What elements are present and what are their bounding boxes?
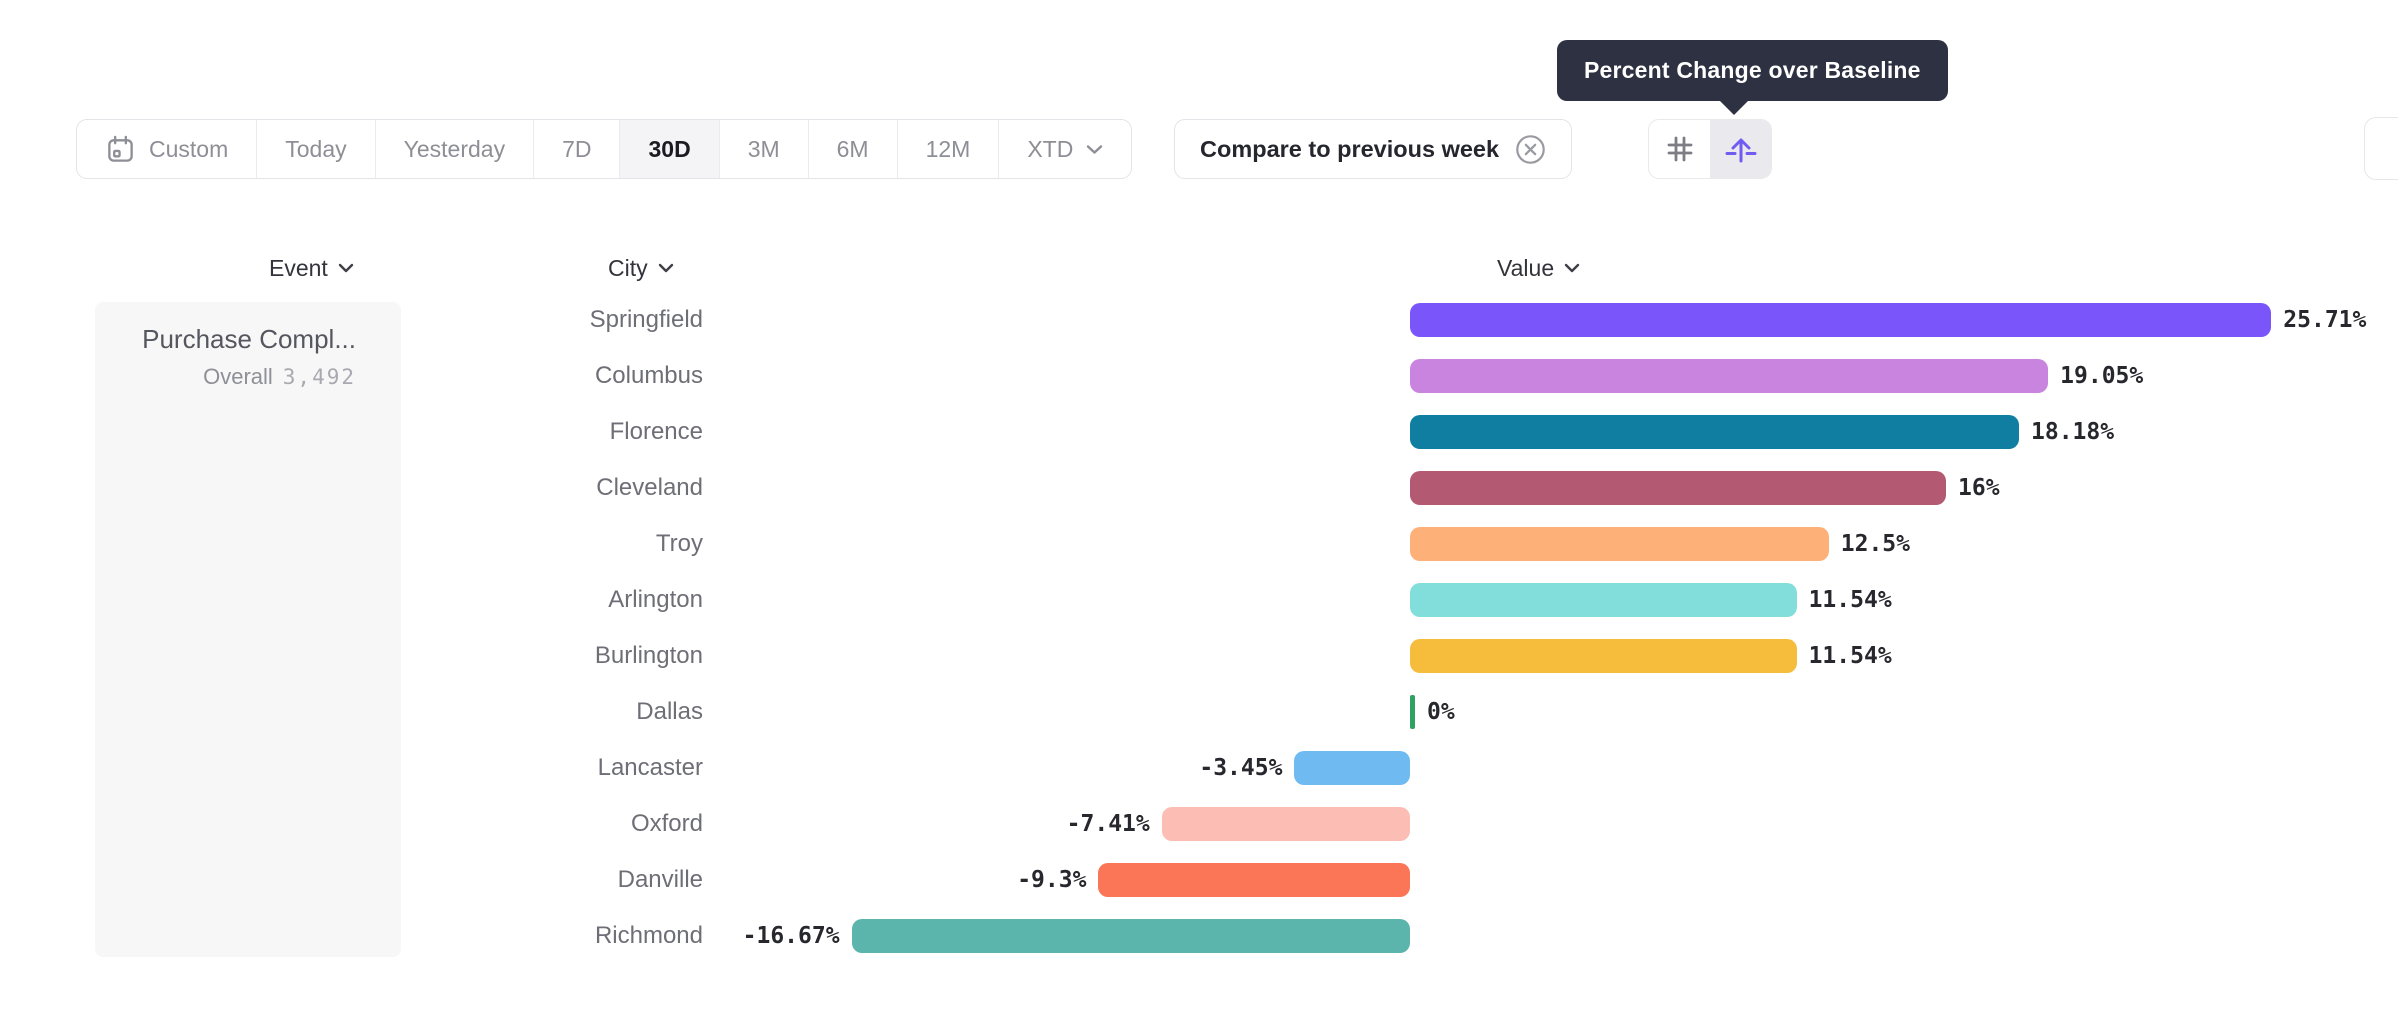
date-range-yesterday[interactable]: Yesterday: [376, 120, 535, 178]
value-bar[interactable]: [1410, 359, 2049, 393]
city-label: Danville: [617, 866, 703, 893]
date-range-label: Yesterday: [403, 135, 506, 162]
chart-row: Florence 18.18%: [0, 404, 2398, 460]
bar-chart: Springfield 25.71% Columbus 19.05% Flore…: [0, 292, 2398, 964]
column-header-label: City: [608, 254, 648, 281]
chart-row: Arlington 11.54%: [0, 572, 2398, 628]
chevron-down-icon: [338, 263, 354, 273]
date-range-6m[interactable]: 6M: [809, 120, 898, 178]
date-range-3m[interactable]: 3M: [720, 120, 809, 178]
grid-view-button[interactable]: [1649, 120, 1710, 178]
tooltip: Percent Change over Baseline: [1557, 40, 1948, 115]
date-range-label: Custom: [149, 135, 229, 162]
compare-to-previous-week-button[interactable]: Compare to previous week: [1174, 119, 1573, 179]
column-header-value[interactable]: Value: [1497, 251, 1580, 285]
city-label: Springfield: [589, 306, 703, 333]
city-label: Florence: [609, 418, 703, 445]
event-name: Purchase Compl...: [142, 324, 356, 354]
cropped-right-edge-control[interactable]: [2364, 117, 2398, 180]
chart-row: Lancaster -3.45%: [0, 740, 2398, 796]
value-label: -9.3%: [1017, 867, 1087, 893]
chart-row: Richmond -16.67%: [0, 908, 2398, 964]
date-range-xtd[interactable]: XTD: [999, 120, 1131, 178]
date-range-12m[interactable]: 12M: [898, 120, 1000, 178]
calendar-icon: [105, 134, 136, 165]
chart-row: Danville -9.3%: [0, 852, 2398, 908]
city-label: Oxford: [630, 810, 703, 837]
chart-row: Springfield 25.71%: [0, 292, 2398, 348]
chevron-down-icon: [658, 263, 674, 273]
value-label: -16.67%: [742, 923, 840, 949]
city-label: Richmond: [594, 922, 703, 949]
overall-label: Overall: [203, 364, 273, 389]
chart-row: Troy 12.5%: [0, 516, 2398, 572]
value-label: 18.18%: [2031, 419, 2115, 445]
city-label: Dallas: [636, 698, 703, 725]
value-bar[interactable]: [1161, 807, 1410, 841]
value-label: 16%: [1958, 475, 2000, 501]
date-range-label: 6M: [836, 135, 869, 162]
compare-label: Compare to previous week: [1200, 135, 1500, 162]
value-label: 19.05%: [2060, 363, 2144, 389]
event-card-text: Purchase Compl... Overall 3,492: [142, 324, 356, 390]
value-bar[interactable]: [1294, 751, 1410, 785]
city-label: Lancaster: [597, 754, 703, 781]
tooltip-text: Percent Change over Baseline: [1584, 57, 1921, 83]
date-range-today[interactable]: Today: [257, 120, 376, 178]
value-label: 25.71%: [2283, 307, 2367, 333]
value-bar[interactable]: [1410, 415, 2020, 449]
tooltip-caret: [1719, 100, 1749, 115]
city-label: Burlington: [594, 642, 703, 669]
chart-row: Burlington 11.54%: [0, 628, 2398, 684]
event-card[interactable]: Purchase Compl... Overall 3,492: [95, 302, 401, 957]
column-header-label: Value: [1497, 254, 1555, 281]
percent-change-baseline-arrow-icon: [1724, 132, 1758, 166]
value-bar[interactable]: [851, 919, 1410, 953]
percent-change-baseline-button[interactable]: [1710, 120, 1771, 178]
column-header-label: Event: [269, 254, 328, 281]
chart-row: Dallas 0%: [0, 684, 2398, 740]
value-label: 0%: [1427, 699, 1455, 725]
chart-row: Columbus 19.05%: [0, 348, 2398, 404]
date-range-label: Today: [285, 135, 347, 162]
date-range-custom[interactable]: Custom: [77, 120, 258, 178]
dismiss-circle-icon[interactable]: [1515, 134, 1546, 165]
chevron-down-icon: [1564, 263, 1580, 273]
city-label: Arlington: [608, 586, 703, 613]
event-overall: Overall 3,492: [142, 364, 356, 390]
city-label: Troy: [655, 530, 703, 557]
value-label: 11.54%: [1808, 587, 1892, 613]
date-range-7d[interactable]: 7D: [534, 120, 621, 178]
value-bar[interactable]: [1410, 527, 1829, 561]
date-range-label: 7D: [562, 135, 592, 162]
value-label: -7.41%: [1066, 811, 1150, 837]
value-bar[interactable]: [1410, 695, 1415, 729]
value-bar[interactable]: [1410, 583, 1797, 617]
grid-hash-icon: [1665, 134, 1695, 164]
chevron-down-icon: [1086, 144, 1103, 155]
city-label: Cleveland: [596, 474, 703, 501]
value-label: 12.5%: [1840, 531, 1910, 557]
value-bar[interactable]: [1410, 639, 1797, 673]
value-label: 11.54%: [1808, 643, 1892, 669]
date-range-label: 12M: [925, 135, 971, 162]
date-range-control: Custom Today Yesterday 7D 30D 3M 6M 12M …: [76, 119, 1133, 179]
date-range-label: 30D: [648, 135, 691, 162]
chart-row: Cleveland 16%: [0, 460, 2398, 516]
date-range-30d[interactable]: 30D: [620, 120, 720, 178]
column-header-event[interactable]: Event: [269, 251, 354, 285]
value-bar[interactable]: [1410, 303, 2272, 337]
value-bar[interactable]: [1410, 471, 1946, 505]
value-label: -3.45%: [1199, 755, 1283, 781]
date-range-label: 3M: [747, 135, 780, 162]
chart-view-toggle-group: [1648, 119, 1772, 179]
chart-row: Oxford -7.41%: [0, 796, 2398, 852]
city-label: Columbus: [594, 362, 703, 389]
column-header-city[interactable]: City: [608, 251, 674, 285]
overall-value: 3,492: [282, 365, 356, 389]
date-range-label: XTD: [1027, 135, 1074, 162]
value-bar[interactable]: [1098, 863, 1410, 897]
